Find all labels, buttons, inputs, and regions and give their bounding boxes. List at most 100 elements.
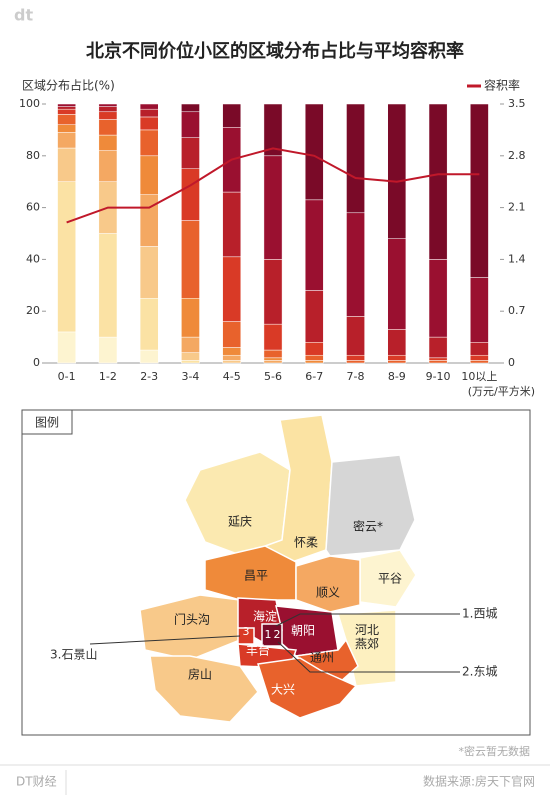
bar-segment	[181, 103, 200, 113]
x-tick-label: 1-2	[99, 370, 117, 383]
map-title: 图例	[35, 416, 59, 430]
bar-segment	[98, 233, 118, 338]
x-tick-label: 10以上	[461, 370, 497, 383]
map-label: 河北燕郊	[355, 623, 380, 651]
x-tick-label: 7-8	[347, 370, 365, 383]
bar-segment	[181, 360, 200, 364]
x-tick-label: 3-4	[181, 370, 199, 383]
map-label: 怀柔	[294, 536, 318, 550]
x-tick-label: 5-6	[264, 370, 282, 383]
region	[184, 451, 291, 556]
map-number: 2	[274, 628, 281, 641]
bar-segment	[57, 132, 76, 149]
bar-segment	[98, 106, 118, 113]
bar-segment	[222, 354, 242, 361]
x-tick-label: 6-7	[305, 370, 323, 383]
callout: 2.东城	[462, 665, 497, 679]
bar-segment	[263, 360, 283, 364]
bar-segment	[428, 103, 448, 260]
note: *密云暂无数据	[459, 744, 531, 758]
y2-tick-label: 2.8	[508, 149, 526, 162]
bar-segment	[222, 103, 242, 128]
bar-segment	[428, 336, 448, 359]
map-label: 通州	[310, 651, 334, 665]
y-tick-label: 80	[26, 149, 40, 162]
logo: dt	[14, 6, 33, 25]
bar-segment	[263, 259, 283, 325]
y2-tick-label: 2.1	[508, 201, 526, 214]
bar-segment	[263, 323, 283, 351]
map-box	[21, 409, 531, 736]
bar-segment	[304, 342, 324, 356]
callout-lines	[89, 613, 460, 673]
bar-segment	[57, 114, 76, 125]
y2-tick-label: 3.5	[508, 97, 526, 110]
bar-segment	[470, 360, 489, 364]
bar-segment	[181, 168, 200, 221]
bar-segment	[346, 354, 365, 361]
map-number: 3	[243, 625, 250, 638]
bar-segment	[98, 336, 118, 364]
y-tick-label: 20	[26, 304, 40, 317]
bar-segment	[139, 246, 159, 299]
map-labels: 延庆 怀柔 密云* 平谷 昌平 顺义 门头沟 海淀 朝阳 丰台 通州 房山 大兴…	[174, 515, 402, 697]
x-tick-label: 8-9	[388, 370, 406, 383]
bar-segment	[57, 106, 76, 110]
footer-source: 数据来源:房天下官网	[423, 774, 535, 789]
bar-segment	[139, 155, 159, 195]
y-tick-label: 100	[19, 97, 40, 110]
callout: 3.石景山	[50, 648, 97, 662]
bar-segment	[470, 103, 489, 278]
y-axis-label: 区域分布占比(%)	[22, 78, 115, 93]
bar-segment	[98, 150, 118, 182]
bar-segment	[304, 360, 324, 364]
x-tick-label: 2-3	[140, 370, 158, 383]
bar-segment	[346, 103, 365, 214]
bar-segment	[57, 147, 76, 182]
region	[295, 555, 361, 613]
map-label: 顺义	[316, 586, 340, 600]
bar-segment	[470, 342, 489, 356]
bar-segment	[57, 124, 76, 133]
map-title-box	[21, 409, 73, 435]
region	[149, 655, 259, 723]
bar-segment	[57, 108, 76, 115]
map-label: 延庆	[228, 515, 252, 529]
x-axis-label: (万元/平方米)	[468, 384, 535, 398]
bar-segment	[57, 331, 76, 364]
bar-segment	[222, 360, 242, 364]
map-number: 1	[265, 628, 272, 641]
bar-segment	[346, 316, 365, 356]
footer-brand: DT财经	[16, 775, 57, 789]
y2-tick-label: 0	[508, 356, 515, 369]
map-label: 大兴	[271, 683, 295, 697]
bar-segment	[263, 357, 283, 361]
bar-segment	[263, 155, 283, 260]
bar-segment	[139, 129, 159, 157]
callout-line	[89, 635, 241, 645]
bar-segment	[263, 103, 283, 157]
bar-segment	[387, 238, 407, 330]
y-tick-label: 0	[33, 356, 40, 369]
bar-segment	[428, 360, 448, 364]
x-tick-label: 9-10	[426, 370, 451, 383]
bar-segment	[387, 360, 407, 364]
callout: 1.西城	[462, 607, 497, 621]
bar-segment	[139, 194, 159, 247]
map-label: 门头沟	[174, 612, 210, 627]
y-tick-label: 40	[26, 252, 40, 265]
bar-segment	[57, 181, 76, 333]
bar-segment	[304, 354, 324, 361]
bar-segment	[98, 111, 118, 120]
map-label: 丰台	[246, 643, 270, 658]
bar-segment	[222, 321, 242, 348]
callout-line	[275, 613, 460, 627]
bar-segment	[222, 191, 242, 258]
bar-segment	[181, 336, 200, 353]
y2-tick-label: 1.4	[508, 252, 526, 265]
bar-segment	[181, 352, 200, 361]
map-label: 房山	[188, 667, 212, 682]
region	[257, 657, 358, 719]
